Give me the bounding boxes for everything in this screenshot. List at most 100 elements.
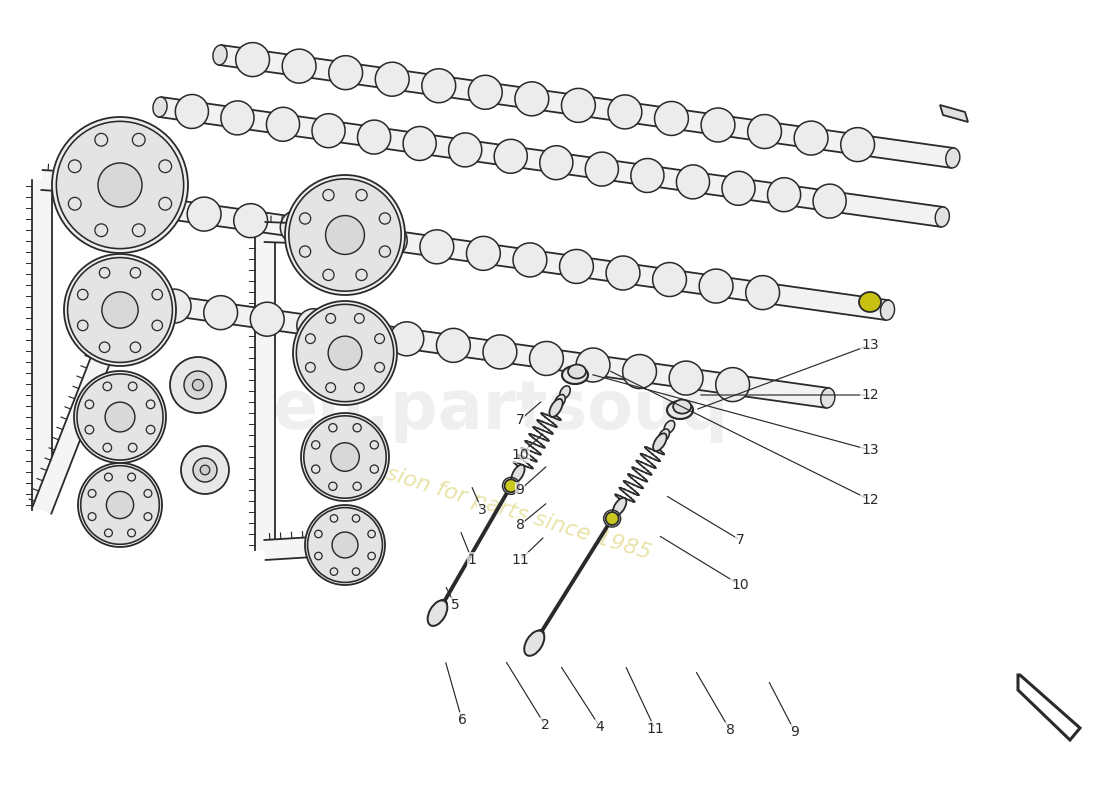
Ellipse shape: [701, 108, 735, 142]
Ellipse shape: [716, 368, 749, 402]
Ellipse shape: [98, 163, 142, 207]
Ellipse shape: [331, 442, 360, 471]
Ellipse shape: [326, 215, 364, 254]
Ellipse shape: [512, 465, 525, 482]
Ellipse shape: [235, 42, 270, 77]
Ellipse shape: [935, 207, 949, 227]
Ellipse shape: [560, 386, 570, 398]
Ellipse shape: [358, 120, 390, 154]
Ellipse shape: [157, 289, 191, 323]
Text: 4: 4: [595, 720, 604, 734]
Circle shape: [192, 458, 217, 482]
Ellipse shape: [840, 128, 874, 162]
Text: 1: 1: [468, 553, 476, 567]
Ellipse shape: [80, 466, 160, 544]
Ellipse shape: [420, 230, 454, 264]
Polygon shape: [33, 306, 130, 514]
Text: 9: 9: [516, 483, 525, 497]
Ellipse shape: [251, 302, 284, 336]
Text: 13: 13: [861, 338, 879, 352]
Ellipse shape: [111, 282, 144, 317]
Ellipse shape: [449, 133, 482, 167]
Ellipse shape: [494, 139, 527, 174]
Ellipse shape: [513, 243, 547, 277]
Ellipse shape: [623, 354, 657, 389]
Polygon shape: [1018, 675, 1080, 740]
Ellipse shape: [106, 402, 135, 432]
Ellipse shape: [652, 262, 686, 297]
Ellipse shape: [549, 399, 562, 417]
Ellipse shape: [280, 210, 315, 244]
Ellipse shape: [554, 394, 565, 407]
Ellipse shape: [304, 416, 386, 498]
Ellipse shape: [102, 292, 139, 328]
Text: 3: 3: [477, 503, 486, 517]
Text: 12: 12: [861, 493, 879, 507]
Ellipse shape: [213, 45, 227, 65]
Ellipse shape: [606, 512, 618, 525]
Text: 11: 11: [646, 722, 664, 736]
Ellipse shape: [329, 56, 363, 90]
Ellipse shape: [297, 309, 331, 342]
Ellipse shape: [466, 236, 500, 270]
Ellipse shape: [946, 148, 960, 168]
Ellipse shape: [529, 342, 563, 375]
Ellipse shape: [821, 388, 835, 408]
Polygon shape: [123, 193, 889, 320]
Circle shape: [192, 379, 204, 390]
Polygon shape: [219, 45, 954, 168]
Polygon shape: [42, 170, 121, 195]
Ellipse shape: [676, 165, 710, 199]
Ellipse shape: [343, 315, 377, 350]
Ellipse shape: [669, 361, 703, 395]
Ellipse shape: [204, 296, 238, 330]
Text: 2: 2: [540, 718, 549, 732]
Ellipse shape: [606, 256, 640, 290]
Text: 12: 12: [861, 388, 879, 402]
Circle shape: [184, 371, 212, 399]
Ellipse shape: [74, 371, 166, 463]
Ellipse shape: [613, 498, 626, 515]
Polygon shape: [265, 222, 345, 245]
Polygon shape: [32, 180, 52, 510]
Ellipse shape: [141, 190, 175, 225]
Ellipse shape: [813, 184, 846, 218]
Ellipse shape: [654, 102, 689, 135]
Ellipse shape: [308, 507, 383, 582]
Ellipse shape: [187, 197, 221, 231]
Ellipse shape: [768, 178, 801, 212]
Ellipse shape: [327, 217, 361, 250]
Ellipse shape: [305, 505, 385, 585]
Text: eu.partsouq: eu.partsouq: [272, 377, 728, 443]
Ellipse shape: [375, 62, 409, 96]
Text: 7: 7: [516, 413, 525, 427]
Text: 9: 9: [791, 725, 800, 739]
Circle shape: [200, 465, 210, 475]
Ellipse shape: [64, 254, 176, 366]
Ellipse shape: [525, 630, 544, 656]
Text: 5: 5: [451, 598, 460, 612]
Ellipse shape: [469, 75, 503, 110]
Ellipse shape: [536, 630, 543, 639]
Polygon shape: [264, 535, 345, 560]
Text: 8: 8: [516, 518, 525, 532]
Polygon shape: [94, 285, 829, 408]
Ellipse shape: [608, 95, 641, 129]
Ellipse shape: [56, 122, 184, 249]
Text: 11: 11: [512, 553, 529, 567]
Ellipse shape: [312, 114, 345, 148]
Ellipse shape: [722, 171, 755, 206]
Circle shape: [170, 357, 226, 413]
Ellipse shape: [673, 400, 691, 414]
Ellipse shape: [483, 335, 517, 369]
Ellipse shape: [221, 101, 254, 135]
Ellipse shape: [328, 336, 362, 370]
Ellipse shape: [540, 146, 573, 180]
Ellipse shape: [437, 328, 471, 362]
Ellipse shape: [515, 82, 549, 116]
Ellipse shape: [373, 223, 407, 258]
Ellipse shape: [664, 421, 674, 434]
Ellipse shape: [52, 117, 188, 253]
Ellipse shape: [560, 250, 593, 283]
Ellipse shape: [421, 69, 455, 102]
